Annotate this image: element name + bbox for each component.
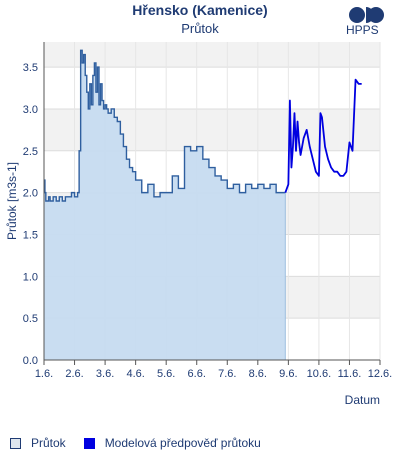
x-tick-label: 12.6. xyxy=(368,368,392,380)
chart-title: Hřensko (Kamenice) xyxy=(132,2,268,18)
legend: Průtok Modelová předpověď průtoku xyxy=(10,436,279,450)
hpps-logo-icon xyxy=(349,7,384,23)
series-line-flow xyxy=(44,49,286,202)
y-tick-label: 0.0 xyxy=(23,355,38,367)
y-tick-label: 1.5 xyxy=(23,229,38,241)
x-tick-label: 1.6. xyxy=(35,368,53,380)
legend-item-flow[interactable]: Průtok xyxy=(10,436,66,450)
y-axis-title: Průtok [m3s-1] xyxy=(5,162,19,240)
flow-chart: 0.0 0.5 1.0 1.5 2.0 2.5 3.0 3.5 1.6. 2.6. 3.6. 4.6.… xyxy=(5,42,392,407)
chart-subtitle: Průtok xyxy=(181,21,219,36)
x-tick-label: 10.6. xyxy=(307,368,331,380)
legend-swatch-flow xyxy=(10,437,21,449)
y-tick-label: 0.5 xyxy=(23,313,38,325)
x-tick-label: 5.6. xyxy=(157,368,175,380)
y-tick-label: 2.5 xyxy=(23,146,38,158)
y-tick-label: 3.0 xyxy=(23,104,38,116)
logo-text: HPPS xyxy=(346,23,379,37)
series-line-model xyxy=(284,78,362,193)
x-tick-label: 11.6. xyxy=(338,368,362,380)
legend-item-model[interactable]: Modelová předpověď průtoku xyxy=(83,436,261,450)
series-area-flow xyxy=(44,50,286,361)
x-tick-label: 6.6. xyxy=(188,368,206,380)
y-tick-label: 2.0 xyxy=(23,188,38,200)
x-tick-label: 9.6. xyxy=(279,368,297,380)
grid-band xyxy=(44,42,380,68)
x-tick-label: 2.6. xyxy=(65,368,83,380)
legend-label-flow: Průtok xyxy=(31,436,66,450)
legend-swatch-model xyxy=(83,437,95,449)
legend-label-model: Modelová předpověď průtoku xyxy=(104,436,261,450)
x-tick-label: 7.6. xyxy=(218,368,236,380)
y-tick-label: 1.0 xyxy=(23,271,38,283)
x-tick-label: 4.6. xyxy=(126,368,144,380)
x-tick-label: 3.6. xyxy=(96,368,114,380)
y-tick-label: 3.5 xyxy=(23,62,38,74)
x-axis-title: Datum xyxy=(345,393,380,407)
x-tick-label: 8.6. xyxy=(249,368,267,380)
